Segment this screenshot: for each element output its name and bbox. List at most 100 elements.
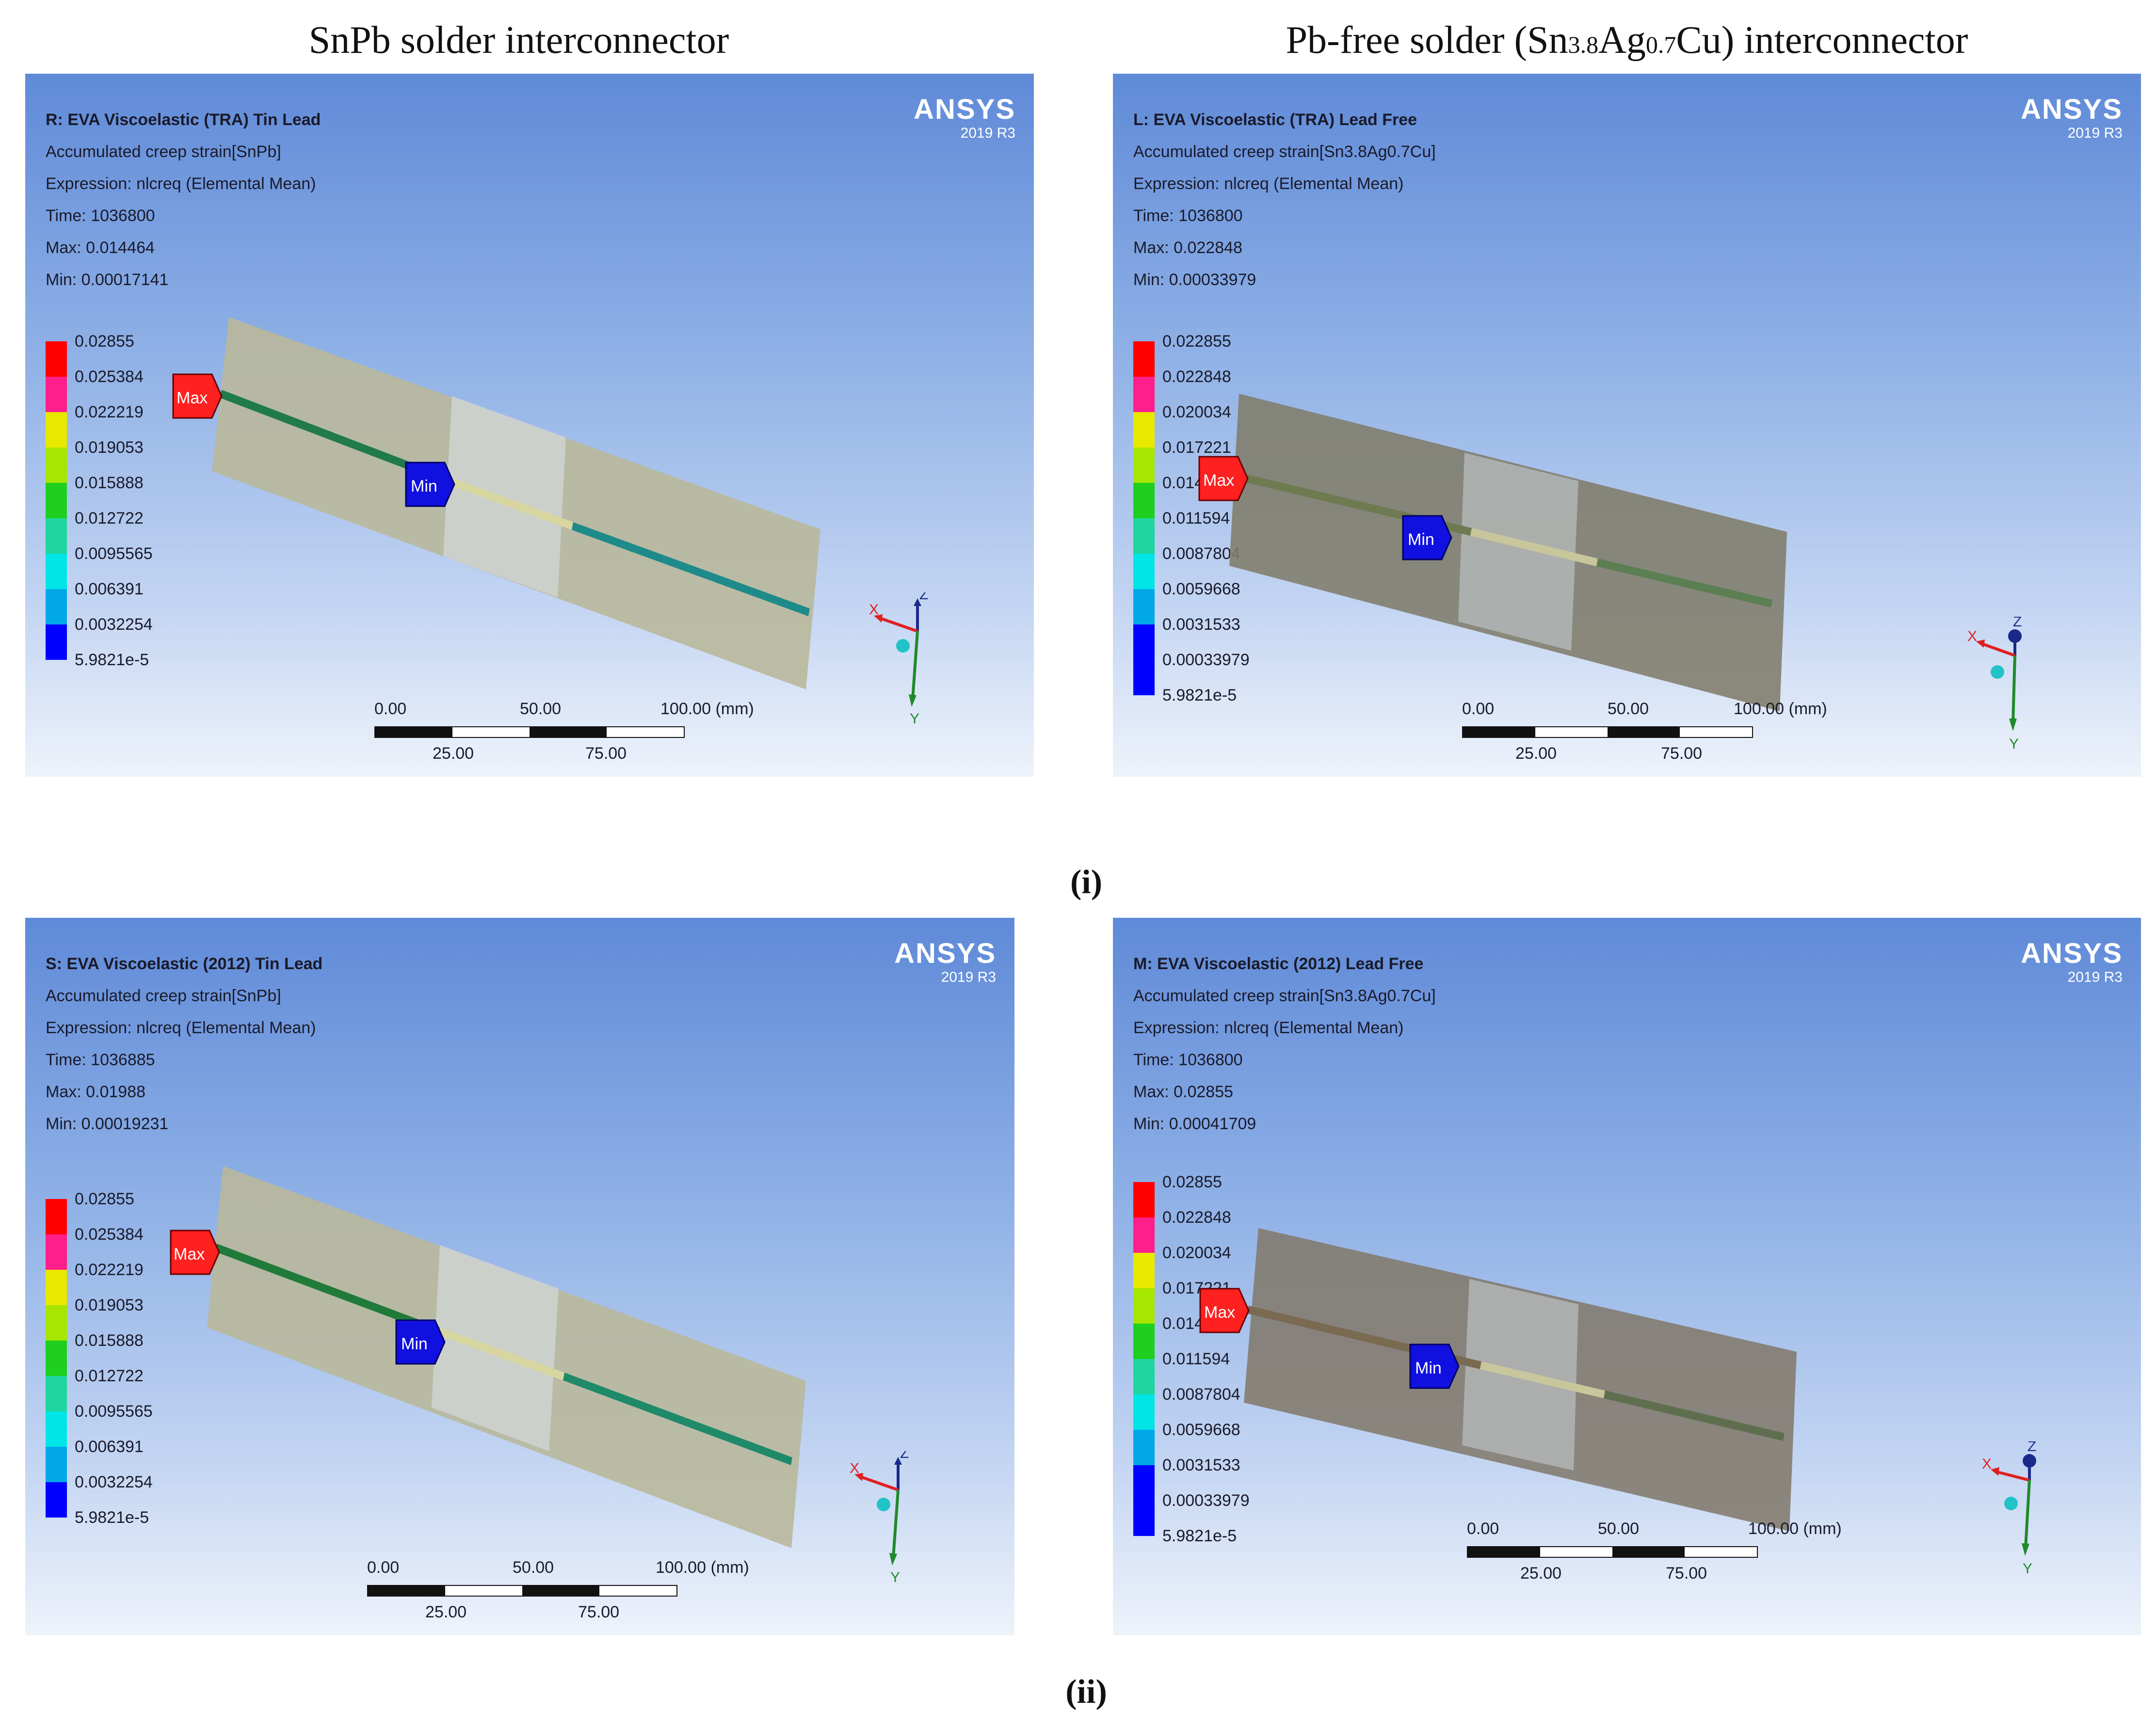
interconnector-ribbon-left [219,390,450,485]
z-axis-label: Z [2027,1441,2036,1455]
min-text: Min: 0.00033979 [1133,271,1256,289]
legend-value: 0.019053 [75,438,144,457]
color-legend: 0.02855 0.022848 0.020034 0.017221 0.014… [1133,1173,1250,1545]
legend-swatch [46,624,67,660]
result-panel-l[interactable]: L: EVA Viscoelastic (TRA) Lead Free Accu… [1113,74,2141,777]
ansys-logo-text: ANSYS [894,938,996,969]
scale-bar: 0.00 50.00 100.00 (mm) 25.00 75.00 [374,699,754,767]
panel-info: S: EVA Viscoelastic (2012) Tin Lead Accu… [46,948,322,1140]
scale-label-50: 50.00 [1608,700,1649,718]
x-axis-label: X [1967,628,1977,644]
ansys-logo: ANSYS 2019 R3 [2021,94,2123,142]
legend-swatch [46,483,67,518]
ansys-logo-text: ANSYS [914,94,1015,125]
legend-swatch [46,1341,67,1376]
scale-bar: 0.00 50.00 100.00 (mm) 25.00 75.00 [1467,1519,1842,1587]
legend-swatch [1133,624,1155,660]
legend-swatch [46,341,67,377]
interconnector-ribbon-mid [438,1327,564,1380]
y-axis-label: Y [2023,1561,2032,1577]
legend-swatch [46,1199,67,1234]
model-view[interactable]: Max Min [25,918,1014,1635]
y-axis-icon [892,1489,900,1558]
axis-triad: Z X Y [869,592,928,727]
legend-value: 0.022848 [1162,1208,1231,1227]
x-axis-label: X [869,602,879,618]
legend-swatch [46,1270,67,1305]
panel-info: R: EVA Viscoelastic (TRA) Tin Lead Accum… [46,104,321,296]
legend-value: 0.0031533 [1162,615,1240,634]
model-view[interactable]: Max Min [1113,918,2141,1635]
legend-swatch [1133,660,1155,695]
x-axis-arrow-icon [1991,1467,1999,1476]
legend-swatch [46,412,67,448]
max-text: Max: 0.022848 [1133,239,1242,257]
legend-swatch [46,448,67,483]
legend-swatch [46,1482,67,1518]
legend-swatch [1133,1501,1155,1536]
result-panel-s[interactable]: S: EVA Viscoelastic (2012) Tin Lead Accu… [25,918,1014,1635]
interconnector-ribbon-right [563,1373,792,1465]
legend-value: 0.0031533 [1162,1456,1240,1474]
scale-label-25: 25.00 [1515,744,1557,763]
legend-value: 0.017221 [1162,438,1231,457]
column-title-pbfree-sub2: 0.7 [1645,31,1676,58]
legend-swatch [46,518,67,554]
x-axis-arrow-icon [1976,640,1985,648]
color-legend: 0.022855 0.022848 0.020034 0.017221 0.01… [1133,332,1250,704]
scale-label-0: 0.00 [1467,1519,1499,1538]
y-axis-label: Y [890,1569,900,1585]
legend-swatch [1133,1324,1155,1359]
scale-bar: 0.00 50.00 100.00 (mm) 25.00 75.00 [1462,699,1827,767]
result-name: Accumulated creep strain[SnPb] [46,143,281,161]
interconnector-ribbon-left [214,1244,440,1335]
expression-text: Expression: nlcreq (Elemental Mean) [46,1019,316,1037]
max-marker [172,373,223,419]
legend-swatch [46,1411,67,1447]
max-label: Max [177,389,208,407]
legend-value: 0.022855 [1162,332,1231,351]
scale-label-50: 50.00 [520,700,562,718]
legend-value: 5.9821e-5 [1162,1527,1237,1545]
legend-value: 0.0095565 [75,1402,153,1421]
axis-triad: Z X Y [1967,617,2022,752]
legend-value: 0.015888 [75,1331,144,1350]
scale-label-0: 0.00 [374,700,407,718]
legend-swatch [1133,341,1155,377]
legend-value: 0.0059668 [1162,580,1240,598]
legend-value: 0.02855 [75,1190,134,1208]
column-title-pbfree-suffix: Cu) interconnector [1676,19,1968,62]
model-view[interactable]: Max Min [25,74,1034,777]
legend-swatch [1133,1394,1155,1430]
min-text: Min: 0.00017141 [46,271,169,289]
max-label: Max [1204,1303,1235,1322]
y-axis-icon [2024,1480,2031,1549]
cell-gap-region [443,396,566,597]
origin-sphere-icon [1991,665,2004,679]
axis-triad: Z X Y [850,1451,909,1585]
min-marker [405,462,455,507]
result-panel-r[interactable]: R: EVA Viscoelastic (TRA) Tin Lead Accum… [25,74,1034,777]
x-axis-icon [859,1475,899,1491]
legend-value: 0.006391 [75,580,144,598]
interconnector-ribbon-right [572,522,810,616]
x-axis-label: X [850,1460,859,1476]
min-marker [1409,1343,1460,1389]
legend-value: 0.0032254 [75,615,153,634]
axis-triad: Z X Y [1982,1441,2036,1577]
legend-value: 0.0032254 [75,1473,153,1491]
ansys-version-text: 2019 R3 [2067,125,2123,141]
max-label: Max [174,1245,205,1263]
legend-value: 5.9821e-5 [1162,686,1237,704]
x-axis-icon [1980,642,2016,657]
legend-value: 0.02855 [75,332,134,351]
panel-title: L: EVA Viscoelastic (TRA) Lead Free [1133,111,1417,129]
row-label-ii: (ii) [1065,1673,1107,1711]
cell-gap-region [1458,453,1578,651]
ansys-logo-text: ANSYS [2021,938,2123,969]
legend-swatch [46,589,67,624]
result-name: Accumulated creep strain[Sn3.8Ag0.7Cu] [1133,987,1436,1005]
interconnector-ribbon-mid [1470,528,1598,566]
result-panel-m[interactable]: M: EVA Viscoelastic (2012) Lead Free Acc… [1113,918,2141,1635]
model-view[interactable]: Max Min [1113,74,2141,777]
